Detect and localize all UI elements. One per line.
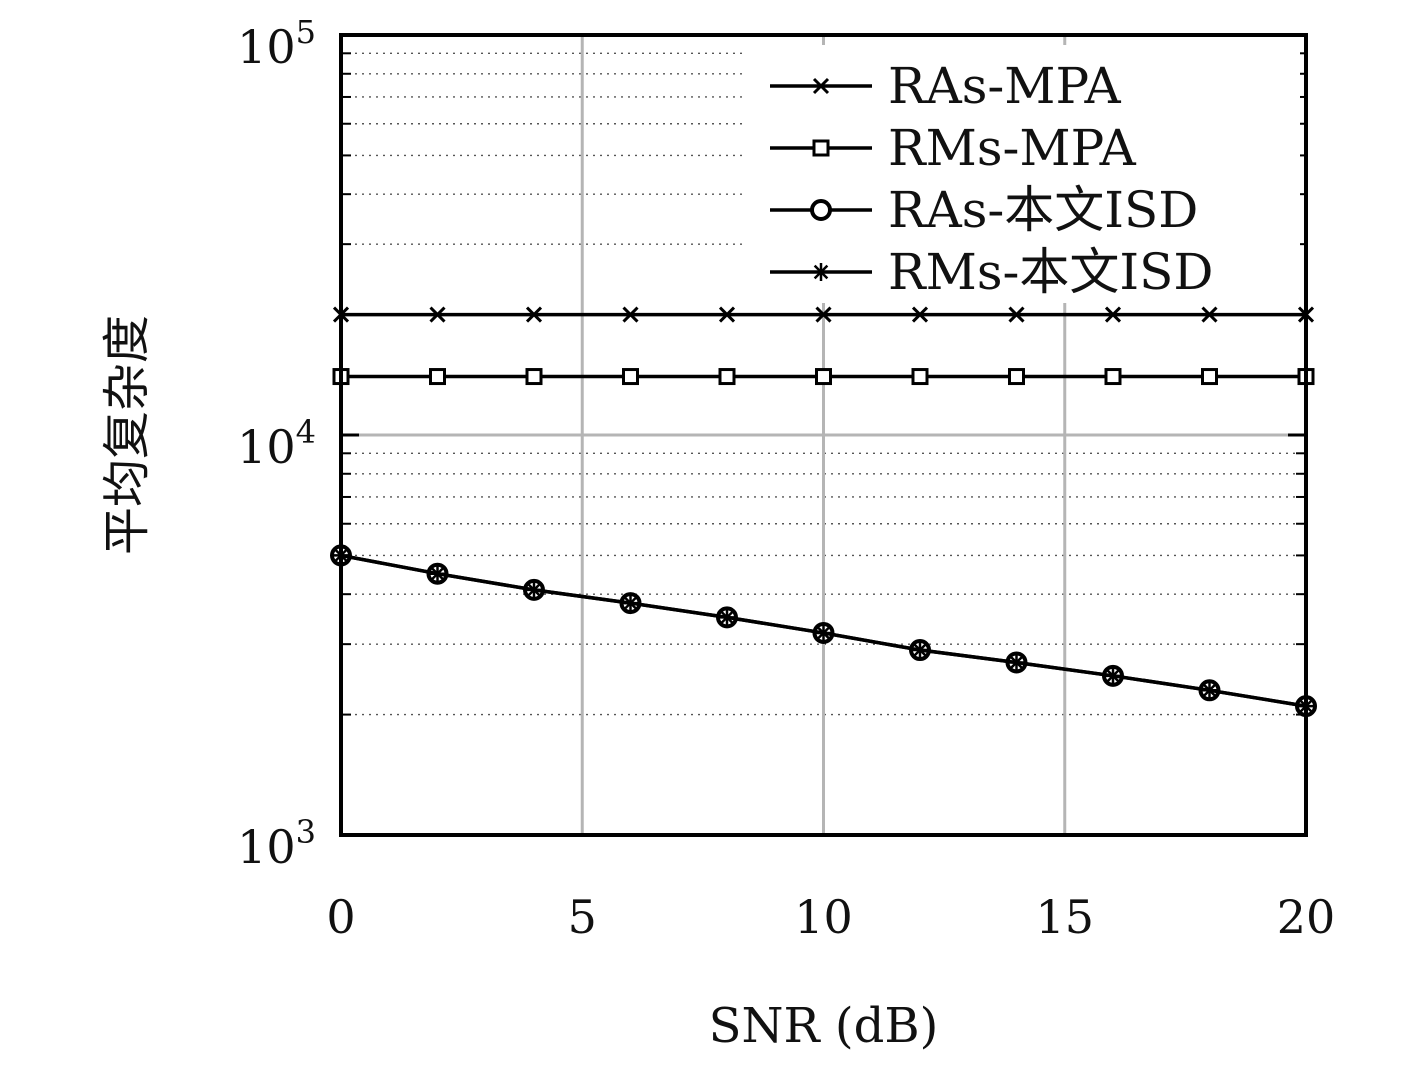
data-point: [1104, 368, 1122, 386]
legend-label: RMs-本文ISD: [888, 243, 1214, 301]
data-point: [525, 368, 543, 386]
data-point: [812, 139, 830, 157]
data-point: [812, 263, 830, 281]
data-point: [718, 306, 736, 323]
data-point: [1104, 306, 1122, 323]
legend-box: [745, 45, 1300, 303]
data-point: [621, 594, 640, 613]
data-point: [814, 623, 833, 642]
data-point: [525, 306, 543, 323]
data-point: [911, 306, 929, 323]
legend-label: RAs-本文ISD: [888, 181, 1198, 239]
data-point: [815, 368, 832, 386]
legend-item: RAs-MPA: [770, 57, 1122, 115]
data-point: [718, 608, 736, 627]
legend-label: RAs-MPA: [888, 57, 1122, 115]
data-point: [1201, 368, 1218, 386]
data-point: [622, 368, 639, 386]
x-axis-title: SNR (dB): [709, 998, 939, 1054]
data-point: [429, 306, 446, 323]
y-axis-title: 平均复杂度: [99, 315, 155, 555]
y-tick-labels: 103 104 105: [237, 13, 316, 874]
x-tick-labels: 0 5 10 15 20: [326, 890, 1335, 944]
data-point: [812, 77, 830, 95]
series-RMs-本文ISD: [332, 546, 1315, 716]
legend-label: RMs-MPA: [888, 119, 1137, 177]
data-point: [810, 199, 832, 221]
data-point: [622, 306, 639, 323]
y-tick-label: 104: [237, 413, 316, 474]
data-point: [815, 306, 832, 323]
data-point: [525, 580, 543, 599]
legend-item: RAs-本文ISD: [770, 181, 1198, 239]
data-point: [1007, 653, 1026, 672]
y-tick-label: 103: [237, 813, 316, 874]
x-tick-label: 5: [568, 890, 597, 944]
legend-item: RMs-本文ISD: [770, 243, 1214, 301]
data-point: [911, 641, 929, 660]
x-tick-label: 15: [1035, 890, 1094, 944]
data-point: [1104, 666, 1122, 685]
data-point: [429, 368, 446, 386]
x-tick-label: 10: [794, 890, 853, 944]
data-point: [1201, 306, 1218, 323]
data-point: [718, 368, 736, 386]
data-point: [1008, 306, 1025, 323]
data-point: [1200, 681, 1219, 700]
y-tick-label: 105: [237, 13, 316, 74]
data-point: [1008, 368, 1025, 386]
data-point: [428, 564, 447, 583]
x-tick-label: 20: [1277, 890, 1336, 944]
data-point: [911, 368, 929, 386]
x-tick-label: 0: [326, 890, 355, 944]
legend-item: RMs-MPA: [770, 119, 1137, 177]
